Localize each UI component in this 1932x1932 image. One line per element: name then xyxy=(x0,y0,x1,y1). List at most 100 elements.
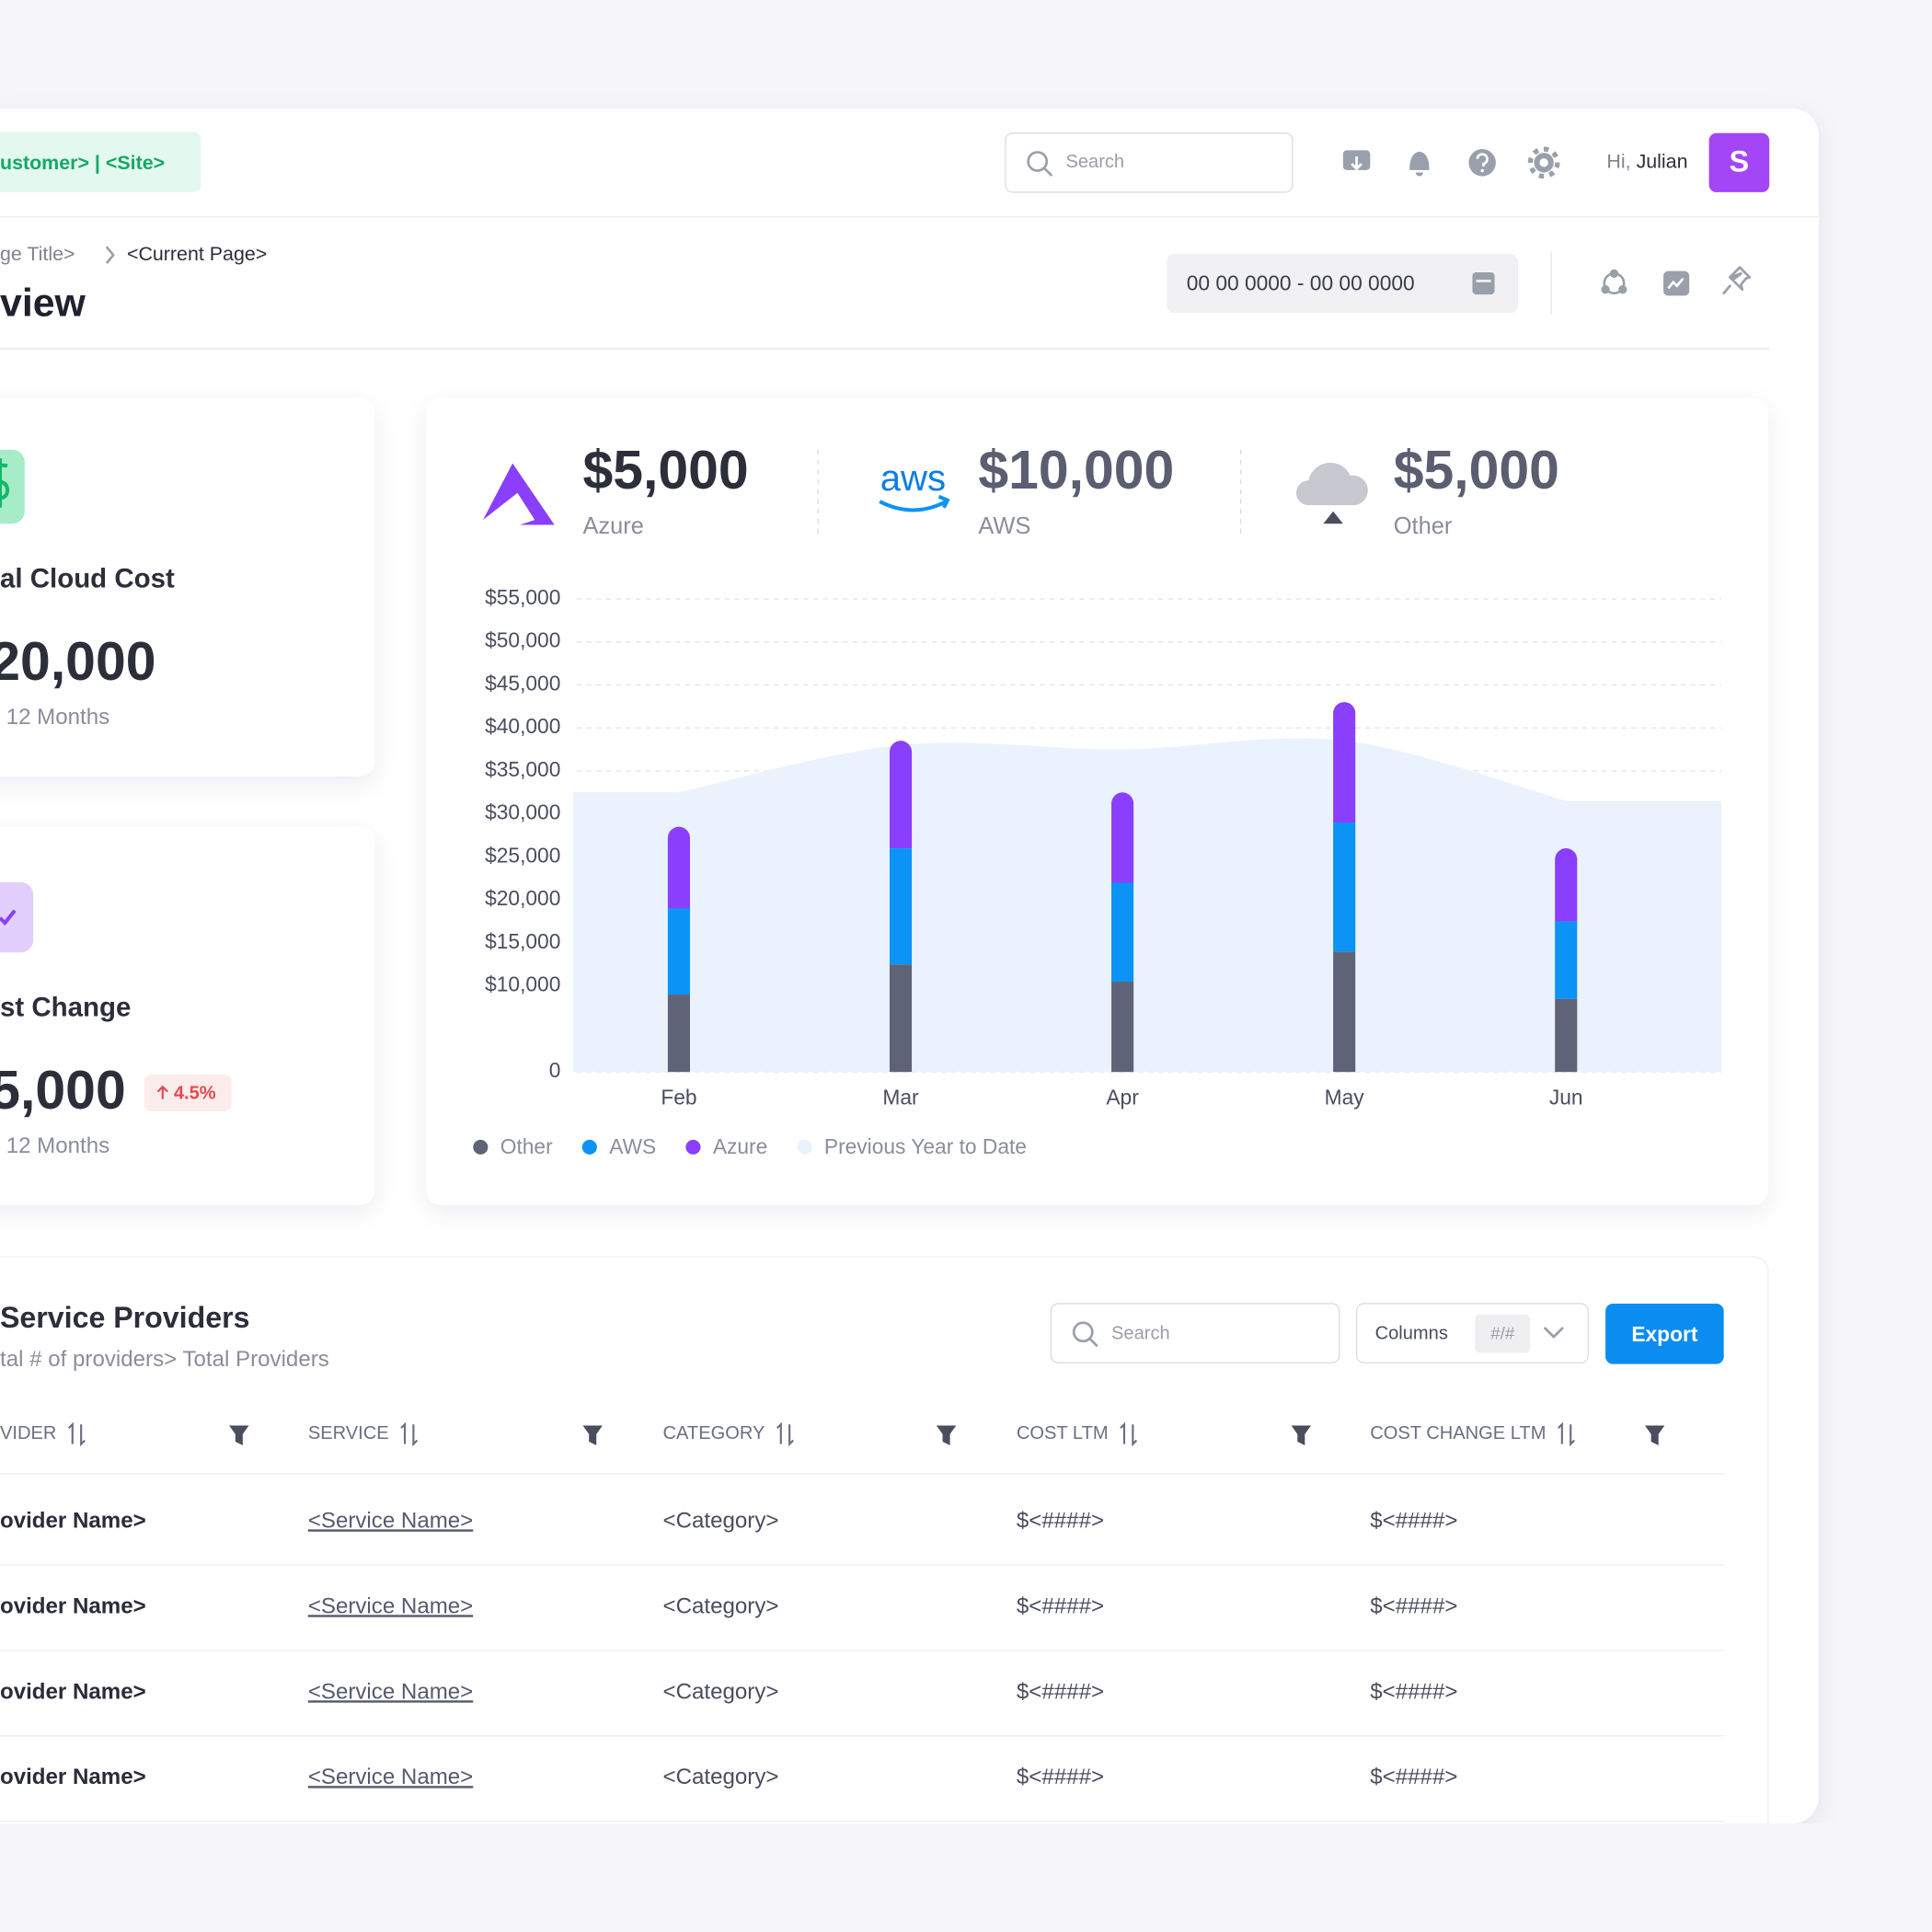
user-name: Julian xyxy=(1637,150,1688,172)
x-tick-label: Apr xyxy=(1106,1086,1139,1110)
card-title: al Cloud Cost xyxy=(0,564,175,594)
bar-segment xyxy=(1111,792,1134,883)
y-tick-label: $40,000 xyxy=(485,714,560,738)
report-icon[interactable] xyxy=(1663,270,1690,296)
y-tick-label: $15,000 xyxy=(485,929,560,953)
cost-icon xyxy=(0,449,25,524)
export-button[interactable] xyxy=(1605,1303,1724,1364)
bar-segment xyxy=(1555,848,1578,922)
table-cell: $<####> xyxy=(1017,1765,1104,1789)
table-cell: $<####> xyxy=(1370,1765,1457,1789)
table-cell: $<####> xyxy=(1370,1508,1457,1533)
help-icon[interactable] xyxy=(1468,149,1496,177)
bar-segment xyxy=(1555,921,1578,999)
legend-label: Other xyxy=(500,1134,553,1158)
sort-icon[interactable] xyxy=(776,1421,794,1447)
breadcrumb-chevron xyxy=(106,246,115,264)
legend-swatch xyxy=(797,1139,812,1155)
search-icon xyxy=(1043,167,1052,177)
kpi-card xyxy=(0,826,375,1205)
download-icon[interactable] xyxy=(1342,150,1371,171)
sort-icon[interactable] xyxy=(68,1421,86,1447)
summary-label: AWS xyxy=(978,513,1030,539)
bell-icon[interactable] xyxy=(1409,151,1430,177)
table-cell: <Category> xyxy=(663,1508,779,1533)
x-tick-label: May xyxy=(1325,1086,1365,1110)
up-arrow xyxy=(156,1085,168,1099)
legend-label: AWS xyxy=(609,1134,656,1158)
change-icon xyxy=(0,881,34,953)
legend-swatch xyxy=(473,1139,489,1155)
sort-icon[interactable] xyxy=(1558,1421,1575,1447)
table-cell[interactable]: <Service Name> xyxy=(308,1765,473,1789)
table-subtitle: tal # of providers> Total Providers xyxy=(0,1347,329,1372)
table-cell: <Category> xyxy=(663,1593,779,1618)
table-cell[interactable]: <Service Name> xyxy=(308,1508,473,1533)
cloud-icon xyxy=(1295,462,1368,524)
settings-icon[interactable] xyxy=(1527,146,1560,179)
table-cell: ovider Name> xyxy=(0,1765,146,1789)
y-tick-label: $20,000 xyxy=(485,886,560,910)
site-badge[interactable] xyxy=(0,132,201,192)
bar-segment xyxy=(889,741,913,849)
table-cell: ovider Name> xyxy=(0,1679,146,1704)
table: VIDER SERVICE CATEGORY COST LTM COST CHANGE … xyxy=(0,1421,1724,1823)
y-tick-label: $30,000 xyxy=(485,800,560,824)
legend-label: Previous Year to Date xyxy=(824,1134,1027,1158)
breadcrumb-parent[interactable]: ge Title> xyxy=(0,243,75,265)
summary-label: Other xyxy=(1394,513,1453,539)
azure-logo xyxy=(483,463,555,525)
x-tick-label: Feb xyxy=(661,1086,696,1110)
table-cell: <Category> xyxy=(663,1679,779,1704)
bar-segment xyxy=(667,908,690,995)
table-cell: $<####> xyxy=(1017,1508,1104,1533)
x-tick-label: Jun xyxy=(1549,1086,1583,1110)
table-cell: $<####> xyxy=(1370,1593,1457,1618)
table-cell: ovider Name> xyxy=(0,1593,146,1618)
aws-logo: aws xyxy=(880,457,946,499)
table-search[interactable] xyxy=(1050,1303,1340,1363)
date-picker[interactable] xyxy=(1167,253,1518,314)
table-cell: $<####> xyxy=(1017,1593,1104,1618)
bar-segment xyxy=(889,848,913,965)
filter-icon[interactable] xyxy=(229,1425,249,1445)
table-cell: ovider Name> xyxy=(0,1508,146,1533)
legend-label: Azure xyxy=(713,1134,767,1158)
sort-icon[interactable] xyxy=(1120,1421,1138,1447)
filter-icon[interactable] xyxy=(1291,1425,1311,1445)
table-cell[interactable]: <Service Name> xyxy=(308,1679,473,1704)
card-note: 12 Months xyxy=(6,1133,110,1158)
y-tick-label: $10,000 xyxy=(485,972,560,996)
summary-value: $10,000 xyxy=(978,441,1174,500)
filter-icon[interactable] xyxy=(1644,1425,1665,1445)
calendar-icon xyxy=(1472,271,1495,295)
y-tick-label: $35,000 xyxy=(485,757,560,781)
columns-label: Columns xyxy=(1375,1324,1448,1344)
search-placeholder: Search xyxy=(1065,152,1124,172)
search-box[interactable] xyxy=(1005,132,1294,193)
share-icon[interactable] xyxy=(1601,269,1627,295)
summary-value: $5,000 xyxy=(582,441,748,500)
area xyxy=(572,738,1721,1073)
column-header: COST CHANGE LTM xyxy=(1370,1423,1546,1443)
card-title: st Change xyxy=(0,993,131,1023)
table-cell[interactable]: <Service Name> xyxy=(308,1593,473,1618)
page-background xyxy=(0,1823,1932,1932)
y-tick-label: $25,000 xyxy=(485,843,560,867)
plot: 0 $10,000 $15,000 $20,000 $25,000 $30,000 $35,… xyxy=(473,585,1721,1158)
filter-icon[interactable] xyxy=(936,1425,957,1445)
avatar[interactable] xyxy=(1708,132,1770,192)
sort-icon[interactable] xyxy=(400,1421,419,1447)
y-tick-label: $45,000 xyxy=(485,671,560,695)
pin-icon[interactable] xyxy=(1722,266,1752,295)
date-range: 00 00 0000 - 00 00 0000 xyxy=(1187,270,1415,294)
filter-icon[interactable] xyxy=(582,1425,603,1445)
search-icon xyxy=(1088,1338,1098,1347)
table-title: Service Providers xyxy=(0,1301,249,1334)
page-title: view xyxy=(0,281,86,325)
card-value: 20,000 xyxy=(0,632,155,692)
legend-swatch xyxy=(685,1139,701,1155)
column-header: CATEGORY xyxy=(663,1423,765,1443)
card-note: 12 Months xyxy=(6,705,110,730)
